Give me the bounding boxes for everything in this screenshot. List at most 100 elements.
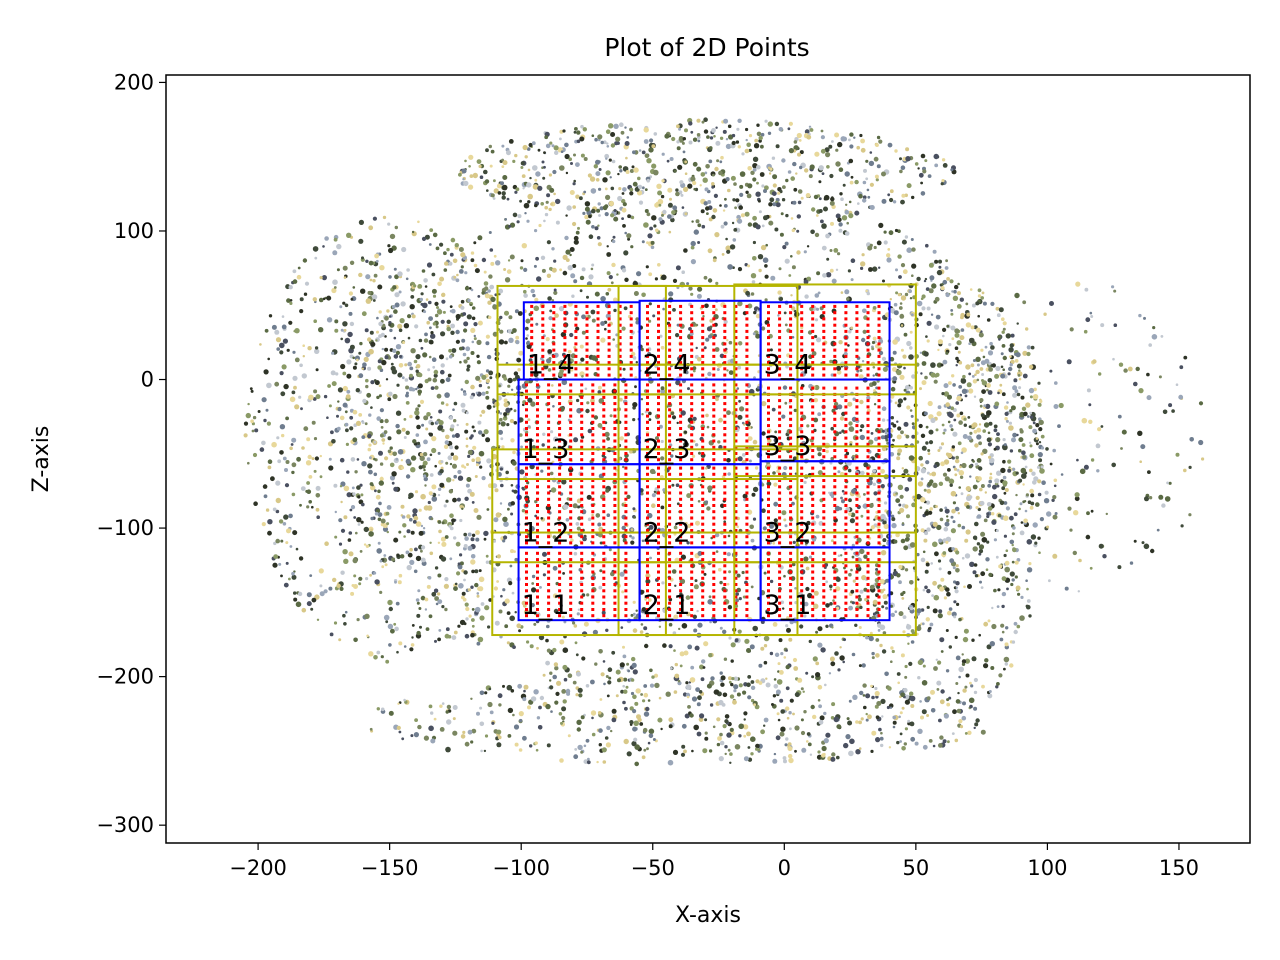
data-point <box>895 268 898 272</box>
data-point <box>1012 392 1018 398</box>
data-point <box>420 595 426 601</box>
data-point <box>820 148 826 154</box>
data-point <box>957 691 960 695</box>
data-point <box>458 247 464 252</box>
data-point <box>695 219 700 224</box>
data-point <box>846 717 850 721</box>
data-point <box>573 235 579 241</box>
data-point <box>313 389 318 394</box>
data-point <box>946 515 949 518</box>
data-point <box>306 592 312 598</box>
data-point <box>718 170 723 176</box>
data-point <box>408 386 414 392</box>
data-point <box>548 173 553 177</box>
data-point <box>361 421 365 424</box>
data-point <box>926 696 931 701</box>
data-point <box>838 222 843 227</box>
data-point <box>1013 621 1018 626</box>
data-point <box>731 133 736 138</box>
data-point <box>339 586 344 592</box>
data-point <box>752 517 757 521</box>
data-point <box>927 449 931 452</box>
data-point <box>723 118 729 124</box>
data-point <box>840 291 844 294</box>
data-point <box>533 372 539 378</box>
data-point <box>921 622 925 626</box>
data-point <box>818 521 824 526</box>
data-point <box>846 221 849 225</box>
data-point <box>351 486 355 490</box>
data-point <box>453 536 457 540</box>
data-point <box>514 742 519 747</box>
data-point <box>623 738 629 745</box>
data-point <box>909 580 914 585</box>
data-point <box>818 719 824 725</box>
data-point <box>715 140 721 146</box>
data-point <box>686 282 690 286</box>
data-point <box>501 191 506 196</box>
data-point <box>527 168 531 172</box>
data-point <box>726 369 729 372</box>
data-point <box>1001 486 1006 491</box>
data-point <box>660 505 665 510</box>
data-point <box>951 337 955 341</box>
data-point <box>361 311 367 317</box>
data-point <box>957 441 962 446</box>
data-point <box>757 307 761 311</box>
data-point <box>904 727 909 731</box>
data-point <box>1018 448 1022 453</box>
data-point <box>393 309 398 314</box>
data-point <box>901 746 906 751</box>
data-point <box>466 477 472 482</box>
data-point <box>368 443 372 447</box>
data-point <box>713 689 719 695</box>
data-point <box>506 423 510 427</box>
data-point <box>935 505 938 508</box>
data-point <box>533 305 540 312</box>
data-point <box>683 248 688 253</box>
data-point <box>768 172 772 175</box>
data-point <box>935 428 939 432</box>
data-point <box>355 420 362 426</box>
data-point <box>1004 417 1008 421</box>
data-point <box>909 346 913 350</box>
data-point <box>899 302 903 305</box>
data-point <box>916 608 922 614</box>
data-point <box>277 459 282 464</box>
data-point <box>1044 490 1049 495</box>
data-point <box>718 445 723 450</box>
data-point <box>860 138 865 144</box>
data-point <box>818 197 822 201</box>
data-point <box>987 390 993 395</box>
data-point <box>312 397 317 401</box>
data-point <box>362 398 367 404</box>
data-point <box>395 350 400 355</box>
data-point <box>400 504 405 509</box>
data-point <box>448 261 453 266</box>
data-point <box>848 138 851 142</box>
data-point <box>313 437 318 441</box>
data-point <box>630 245 634 249</box>
data-point <box>967 730 972 735</box>
data-point <box>605 194 611 200</box>
data-point <box>904 664 908 669</box>
data-point <box>477 586 482 591</box>
data-point <box>452 408 455 412</box>
data-point <box>470 697 473 700</box>
data-point <box>412 520 417 524</box>
data-point <box>738 683 743 688</box>
data-point <box>485 334 490 339</box>
data-point <box>522 603 527 608</box>
data-point <box>651 503 656 509</box>
data-point <box>1019 428 1023 432</box>
data-point <box>758 663 763 668</box>
data-point <box>352 365 357 370</box>
data-point <box>516 357 522 363</box>
data-point <box>271 441 277 448</box>
data-point <box>498 429 503 435</box>
data-point <box>383 554 387 557</box>
data-point <box>1026 587 1029 591</box>
data-point <box>559 268 562 272</box>
data-point <box>1024 509 1028 513</box>
data-point <box>561 706 567 712</box>
